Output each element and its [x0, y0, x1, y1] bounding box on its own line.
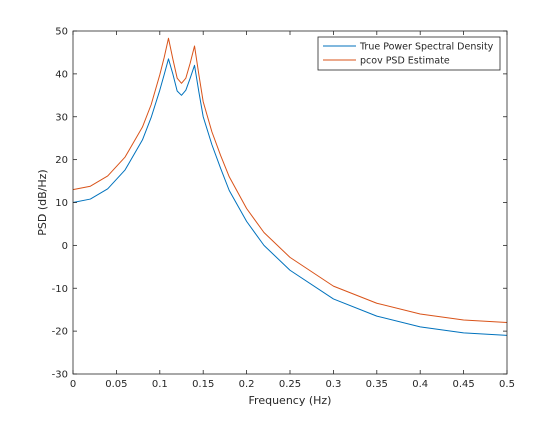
- x-tick-label: 0.25: [279, 379, 301, 390]
- y-tick-label: 0: [62, 241, 68, 252]
- y-axis-ticks: -30 -20 -10 0 10 20 30 40 50: [52, 27, 507, 381]
- legend-label-pcov-estimate: pcov PSD Estimate: [360, 56, 450, 67]
- x-tick-label: 0.4: [412, 379, 428, 390]
- x-tick-label: 0.2: [239, 379, 255, 390]
- plot-area: [73, 31, 507, 374]
- y-tick-label: -20: [52, 327, 68, 338]
- y-tick-label: 10: [55, 198, 68, 209]
- y-tick-label: 20: [55, 155, 68, 166]
- x-tick-label: 0.45: [452, 379, 474, 390]
- x-axis-ticks: 0 0.05 0.1 0.15 0.2 0.25 0.3 0.35 0.4 0.45 0.5: [70, 31, 515, 390]
- legend-box: [317, 36, 501, 71]
- x-tick-label: 0.5: [499, 379, 515, 390]
- series-line-true-psd: [72, 58, 508, 336]
- x-axis-label: Frequency (Hz): [249, 394, 332, 407]
- x-tick-label: 0: [70, 379, 76, 390]
- x-tick-label: 0.3: [325, 379, 341, 390]
- legend-label-true-psd: True Power Spectral Density: [359, 42, 494, 53]
- legend: True Power Spectral Density pcov PSD Est…: [317, 36, 501, 71]
- x-tick-label: 0.15: [192, 379, 214, 390]
- x-tick-label: 0.35: [366, 379, 388, 390]
- y-tick-label: 40: [55, 69, 68, 80]
- y-axis-label: PSD (dB/Hz): [36, 169, 49, 235]
- y-tick-label: -30: [52, 370, 68, 381]
- y-tick-label: -10: [52, 284, 68, 295]
- x-tick-label: 0.05: [105, 379, 127, 390]
- series-layer: [72, 37, 508, 336]
- y-tick-label: 50: [55, 27, 68, 38]
- y-tick-label: 30: [55, 112, 68, 123]
- x-tick-label: 0.1: [152, 379, 168, 390]
- series-line-pcov-estimate: [72, 37, 508, 324]
